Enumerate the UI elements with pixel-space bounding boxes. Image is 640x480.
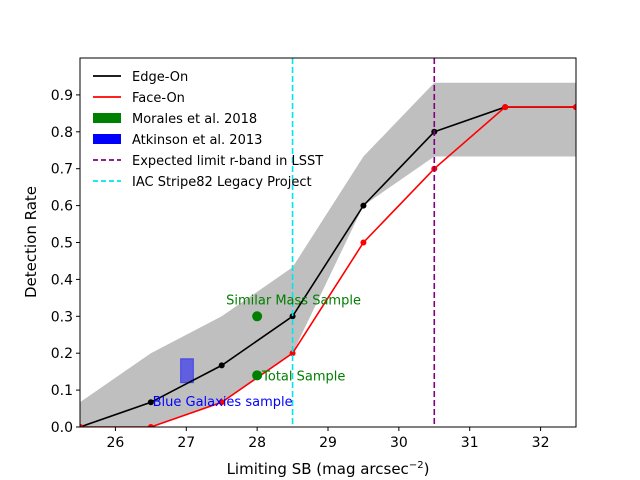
series-point-edge-on [147,399,154,406]
y-tick-label: 0.0 [51,420,73,436]
y-tick-label: 0.9 [51,88,73,104]
legend-label-morales-et-al-2018: Morales et al. 2018 [132,112,257,127]
y-tick-label: 0.2 [51,346,73,362]
plot-frame [79,57,577,428]
y-tick-label: 0.1 [51,383,73,399]
series-point-face-on [360,239,367,246]
series-line-edge-on [80,106,576,427]
x-tick-label: 32 [532,435,550,451]
legend-swatch-atkinson-et-al-2013 [93,134,121,144]
x-axis-label: Limiting SB (mag arcsec−2) [227,460,430,478]
series-line-face-on [80,106,576,427]
series-point-face-on [289,350,296,357]
x-tick-label: 26 [107,435,125,451]
legend: Edge-On Face-On Morales et al. 2018 Atkinso… [93,70,323,190]
point-similar-mass-sample [252,311,263,322]
blue-galaxies-rect [180,358,194,384]
series-point-edge-on [289,313,296,320]
legend-label-edge-on: Edge-On [132,70,188,85]
x-tick-label: 28 [248,435,266,451]
y-tick-label: 0.6 [51,199,73,215]
series-point-edge-on [218,362,225,369]
y-tick-label: 0.8 [51,125,73,141]
x-tick-label: 27 [177,435,195,451]
y-tick-label: 0.3 [51,309,73,325]
series-point-face-on [502,104,509,111]
x-tick-label: 30 [390,435,408,451]
legend-label-face-on: Face-On [132,91,185,106]
legend-swatch-morales-et-al-2018 [93,113,121,123]
legend-label-iac-stripe82-legacy-project: IAC Stripe82 Legacy Project [132,175,312,190]
x-tick-label: 29 [319,435,337,451]
series-point-face-on [147,424,154,427]
legend-label-expected-limit-r-band-in-lsst: Expected limit r-band in LSST [132,154,323,169]
series-point-face-on [80,424,83,427]
annotation-blue-galaxies-sample: Blue Galaxies sample [153,395,293,410]
y-tick-label: 0.7 [51,162,73,178]
point-total-sample [252,370,263,381]
series-point-face-on [218,399,225,406]
y-tick-label: 0.4 [51,272,73,288]
y-axis-label: Detection Rate [22,186,40,298]
annotation-similar-mass-sample: Similar Mass Sample [226,293,361,308]
confidence-band [80,82,576,427]
annotation-total-sample: Total Sample [261,369,345,384]
x-tick-label: 31 [461,435,479,451]
legend-label-atkinson-et-al-2013: Atkinson et al. 2013 [132,133,262,148]
y-tick-label: 0.5 [51,236,73,252]
series-point-face-on [573,104,576,111]
series-point-edge-on [360,202,367,209]
